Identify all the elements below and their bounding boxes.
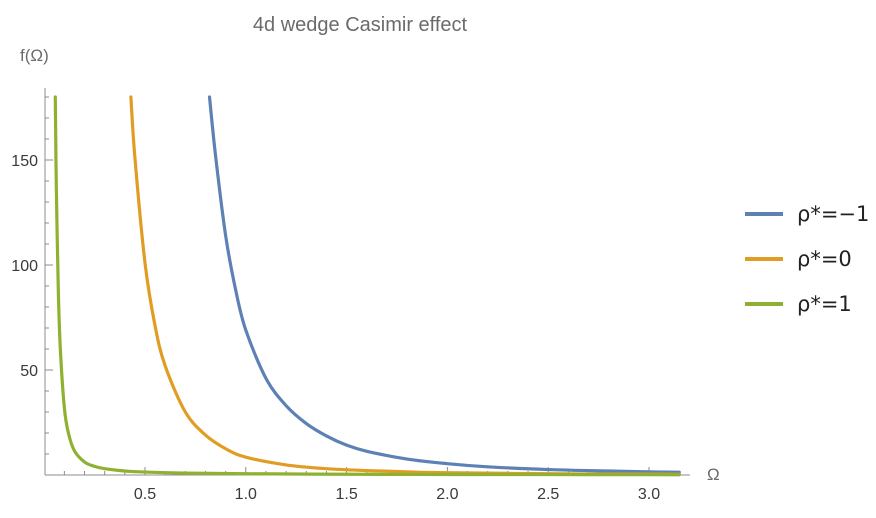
series-lines <box>53 95 681 477</box>
x-tick-label: 0.5 <box>134 486 156 503</box>
x-tick-label: 1.0 <box>235 486 257 503</box>
y-tick-label: 50 <box>20 363 38 380</box>
minor-ticks <box>45 96 670 475</box>
tick-labels: 0.5 1.0 1.5 2.0 2.5 3.0 50 100 150 <box>11 153 660 503</box>
legend: ρ*=−1 ρ*=0 ρ*=1 <box>745 202 869 316</box>
x-tick-label: 1.5 <box>335 486 357 503</box>
series-line-3 <box>53 95 681 477</box>
x-tick-label: 2.0 <box>436 486 458 503</box>
y-tick-label: 150 <box>11 153 38 170</box>
x-axis-label: Ω <box>707 465 720 484</box>
chart-title: 4d wedge Casimir effect <box>253 14 468 36</box>
legend-label-1: ρ*=−1 <box>797 202 869 226</box>
series-line-1 <box>207 95 681 474</box>
legend-label-3: ρ*=1 <box>797 292 852 316</box>
x-tick-label: 3.0 <box>638 486 660 503</box>
legend-label-2: ρ*=0 <box>797 247 852 271</box>
x-tick-label: 2.5 <box>537 486 559 503</box>
major-ticks <box>45 159 650 475</box>
series-line-2 <box>129 95 681 476</box>
y-axis-label: f(Ω) <box>20 46 49 65</box>
y-tick-label: 100 <box>11 258 38 275</box>
